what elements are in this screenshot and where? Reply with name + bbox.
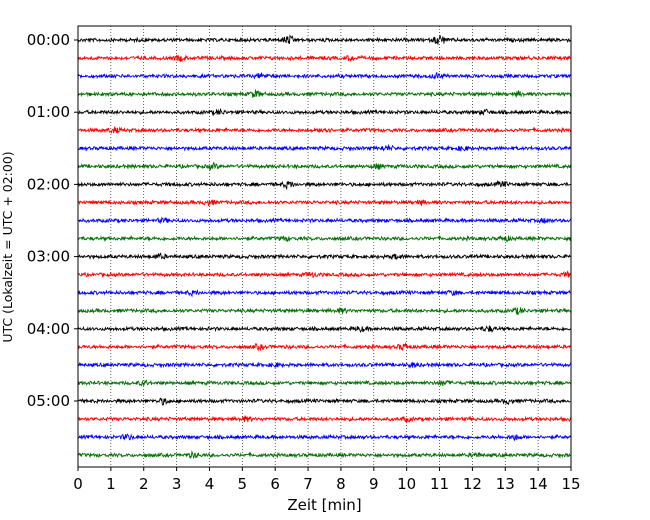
x-tick-label: 3 xyxy=(172,475,182,493)
plot-frame xyxy=(77,25,572,468)
trace-line xyxy=(77,415,572,424)
x-tick-label: 5 xyxy=(238,475,248,493)
trace-lines xyxy=(77,34,572,460)
x-tick-label: 9 xyxy=(369,475,379,493)
x-tick-label: 4 xyxy=(205,475,215,493)
trace-line xyxy=(77,450,572,460)
y-axis-ticks: 00:00 01:00 02:00 03:00 04:00 05:00 xyxy=(27,31,78,410)
trace-line xyxy=(77,54,572,62)
trace-line xyxy=(77,252,572,261)
trace-line xyxy=(77,306,572,316)
y-tick-label: 03:00 xyxy=(27,248,70,266)
x-tick-label: 12 xyxy=(463,475,482,493)
x-tick-label: 7 xyxy=(303,475,313,493)
y-tick-label: 01:00 xyxy=(27,103,70,121)
trace-line xyxy=(77,34,572,45)
x-tick-label: 10 xyxy=(397,475,416,493)
trace-line xyxy=(77,234,572,243)
trace-line xyxy=(77,270,572,279)
trace-line xyxy=(77,107,572,117)
trace-line xyxy=(77,325,572,334)
trace-line xyxy=(77,289,572,298)
trace-line xyxy=(77,72,572,80)
y-tick-label: 05:00 xyxy=(27,392,70,410)
trace-line xyxy=(77,379,572,387)
trace-line xyxy=(77,198,572,207)
x-tick-label: 15 xyxy=(561,475,580,493)
trace-line xyxy=(77,179,572,191)
trace-line xyxy=(77,161,572,171)
trace-line xyxy=(77,397,572,406)
x-tick-label: 14 xyxy=(529,475,548,493)
y-axis-label: UTC (Lokalzeit = UTC + 02:00) xyxy=(0,151,15,342)
trace-line xyxy=(77,433,572,442)
x-tick-label: 11 xyxy=(430,475,449,493)
x-axis-ticks: 0 1 2 3 4 5 6 7 8 9 10 11 12 13 14 15 xyxy=(73,467,581,493)
y-tick-label: 04:00 xyxy=(27,320,70,338)
y-tick-label: 02:00 xyxy=(27,175,70,193)
x-tick-label: 13 xyxy=(496,475,515,493)
x-tick-label: 1 xyxy=(106,475,116,493)
trace-line xyxy=(77,126,572,134)
x-tick-label: 8 xyxy=(336,475,346,493)
trace-line xyxy=(77,361,572,369)
y-tick-label: 00:00 xyxy=(27,31,70,49)
trace-line xyxy=(77,143,572,152)
x-tick-label: 0 xyxy=(73,475,83,493)
x-tick-label: 2 xyxy=(139,475,149,493)
trace-line xyxy=(77,216,572,225)
x-tick-label: 6 xyxy=(270,475,280,493)
trace-line xyxy=(77,89,572,98)
x-axis-label: Zeit [min] xyxy=(287,496,361,514)
trace-line xyxy=(77,341,572,352)
